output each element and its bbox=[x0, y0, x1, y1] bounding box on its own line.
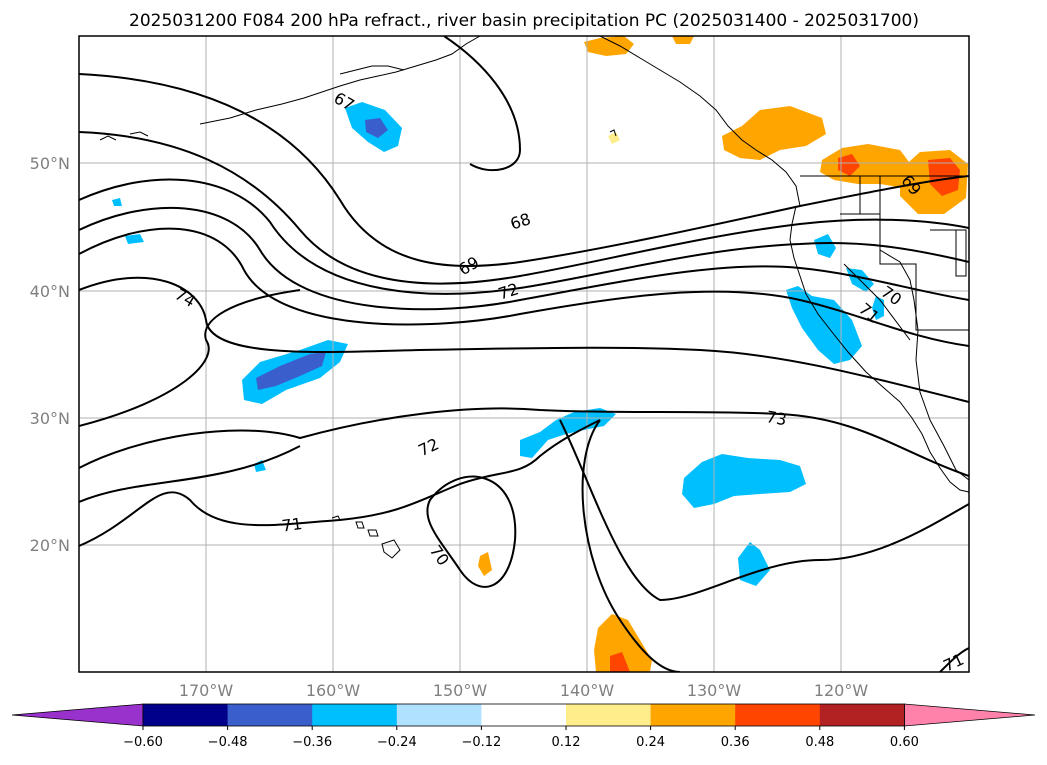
colorbar: −0.60 −0.48 −0.36 −0.24 −0.12 0.12 0.24 0.36 0.4… bbox=[11, 703, 1036, 750]
colorbar-extend-min bbox=[11, 703, 144, 727]
colorbar-tick-label: −0.60 bbox=[123, 735, 163, 750]
lon-tick-130w: 130°W bbox=[687, 681, 742, 700]
coastlines bbox=[99, 36, 969, 493]
colorbar-segment bbox=[396, 704, 482, 726]
lon-ticks: 170°W 160°W 150°W 140°W 130°W 120°W bbox=[179, 681, 869, 700]
colorbar-segment bbox=[227, 704, 313, 726]
hawaii-islands bbox=[331, 515, 401, 559]
colorbar-segment bbox=[143, 704, 229, 726]
contour-label-73: 73 bbox=[765, 407, 788, 429]
lon-tick-140w: 140°W bbox=[560, 681, 615, 700]
lat-ticks: 20°N 30°N 40°N 50°N bbox=[30, 154, 70, 555]
colorbar-tick-label: 0.60 bbox=[890, 735, 919, 750]
colorbar-segment bbox=[650, 704, 736, 726]
colorbar-segment bbox=[312, 704, 398, 726]
contour-label-71-corner: 71 bbox=[940, 650, 966, 676]
colorbar-tick-label: 0.24 bbox=[636, 735, 665, 750]
lon-tick-150w: 150°W bbox=[433, 681, 488, 700]
lat-tick-40n: 40°N bbox=[30, 282, 70, 301]
colorbar-tick-label: 0.48 bbox=[805, 735, 834, 750]
lon-tick-160w: 160°W bbox=[306, 681, 361, 700]
colorbar-tick-label: −0.36 bbox=[292, 735, 332, 750]
colorbar-tick-label: 0.12 bbox=[552, 735, 581, 750]
colorbar-tick-label: 0.36 bbox=[721, 735, 750, 750]
refractivity-contours bbox=[79, 36, 969, 672]
colorbar-outline bbox=[142, 703, 905, 727]
lon-tick-120w: 120°W bbox=[814, 681, 869, 700]
precipitation-fill bbox=[112, 36, 968, 672]
colorbar-tick-label: −0.24 bbox=[377, 735, 417, 750]
map-frame bbox=[78, 35, 970, 673]
colorbar-segment bbox=[735, 704, 821, 726]
gridlines bbox=[79, 36, 969, 672]
colorbar-segment bbox=[481, 704, 567, 726]
map-title: 2025031200 F084 200 hPa refract., river … bbox=[129, 11, 919, 31]
colorbar-extend-max bbox=[904, 703, 1036, 727]
colorbar-tick-label: −0.12 bbox=[461, 735, 501, 750]
colorbar-segment bbox=[566, 704, 652, 726]
contour-label-71: 71 bbox=[281, 514, 304, 536]
colorbar-segment bbox=[819, 704, 905, 726]
map-area: 67 68 69 72 74 73 72 71 70 70 71 69 71 bbox=[79, 36, 969, 676]
colorbar-tick-label: −0.48 bbox=[208, 735, 248, 750]
lat-tick-50n: 50°N bbox=[30, 154, 70, 173]
lon-tick-170w: 170°W bbox=[179, 681, 234, 700]
lat-tick-30n: 30°N bbox=[30, 409, 70, 428]
lat-tick-20n: 20°N bbox=[30, 536, 70, 555]
